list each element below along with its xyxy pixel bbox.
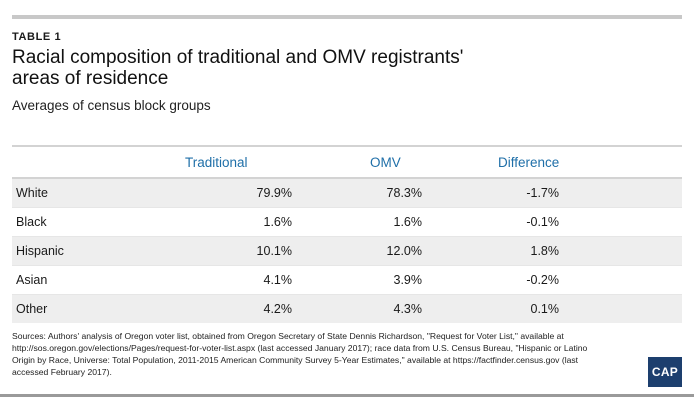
table-kicker: TABLE 1 [12,31,62,43]
sources-note: Sources: Authors' analysis of Oregon vot… [12,331,588,377]
difference-value: -1.7% [526,186,559,200]
header-cell-difference: Difference [498,154,560,170]
traditional-value: 4.1% [263,273,293,287]
traditional-value: 79.9% [256,186,292,200]
header-cell-traditional: Traditional [185,154,248,170]
difference-value: 0.1% [530,302,560,316]
row-label: Other [16,302,48,316]
top-rule [12,15,682,19]
omv-value: 78.3% [386,186,422,200]
bottom-rule [0,394,694,397]
table-row: Hispanic 10.1% 12.0% 1.8% [12,237,682,266]
header-rule-bottom [12,177,682,179]
omv-value: 1.6% [393,215,423,229]
table-row: White 79.9% 78.3% -1.7% [12,179,682,208]
row-label: Asian [16,273,48,287]
omv-value: 12.0% [386,244,422,258]
table-body: White 79.9% 78.3% -1.7% Black 1.6% 1.6% … [12,179,682,323]
traditional-value: 4.2% [263,302,293,316]
table-subtitle: Averages of census block groups [12,98,211,113]
cap-logo: CAP [648,357,682,387]
header-cell-omv: OMV [370,154,401,170]
difference-value: -0.2% [526,273,559,287]
table-title: Racial composition of traditional and OM… [12,47,464,89]
row-label: Black [16,215,47,229]
difference-value: 1.8% [530,244,560,258]
omv-value: 3.9% [393,273,423,287]
table-header-row: Traditional OMV Difference [12,147,682,177]
row-label: Hispanic [16,244,64,258]
table-row: Black 1.6% 1.6% -0.1% [12,208,682,237]
table-row: Asian 4.1% 3.9% -0.2% [12,266,682,295]
row-label: White [16,186,48,200]
omv-value: 4.3% [393,302,423,316]
table-row: Other 4.2% 4.3% 0.1% [12,295,682,323]
header-rule-top [12,145,682,147]
difference-value: -0.1% [526,215,559,229]
traditional-value: 10.1% [256,244,292,258]
data-table: Traditional OMV Difference White 79.9% 7… [12,145,682,323]
traditional-value: 1.6% [263,215,293,229]
